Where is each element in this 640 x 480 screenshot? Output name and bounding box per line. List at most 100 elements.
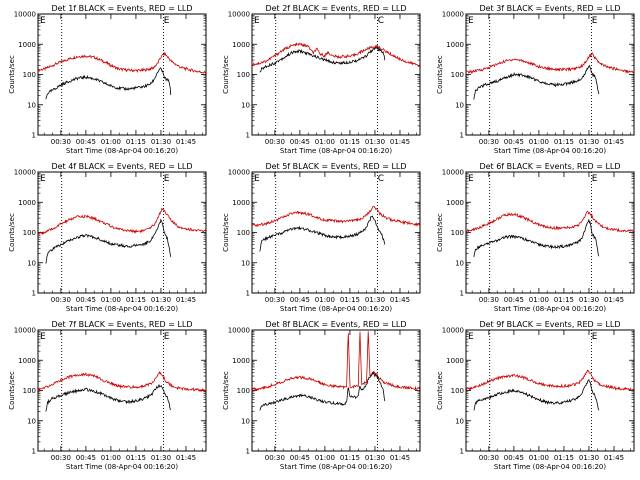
x-tick-label: 00:30 xyxy=(51,138,71,146)
plot-frame xyxy=(251,13,421,136)
y-tick-label: 10000 xyxy=(228,11,250,19)
y-axis-label: Counts/sec xyxy=(8,371,16,410)
y-tick-label: 1000 xyxy=(18,199,36,207)
x-tick-label: 01:00 xyxy=(315,138,335,146)
attenuator-marker: C xyxy=(378,174,384,184)
chart-title: Det 6f BLACK = Events, RED = LLD xyxy=(479,162,620,171)
y-axis-label: Counts/sec xyxy=(222,55,230,94)
x-axis-label: Start Time (08-Apr-04 00:16:20) xyxy=(280,463,392,471)
y-tick-label: 1000 xyxy=(18,41,36,49)
attenuator-marker: E xyxy=(468,16,474,26)
y-tick-label: 10 xyxy=(241,259,250,267)
y-tick-label: 1 xyxy=(32,290,36,298)
x-tick-label: 01:30 xyxy=(579,296,599,304)
x-tick-label: 00:45 xyxy=(504,296,524,304)
x-tick-label: 01:15 xyxy=(340,296,360,304)
y-tick-label: 1000 xyxy=(232,41,250,49)
x-axis-label: Start Time (08-Apr-04 00:16:20) xyxy=(66,463,178,471)
y-tick-label: 10000 xyxy=(442,327,464,335)
x-tick-label: 01:00 xyxy=(101,296,121,304)
x-tick-label: 00:30 xyxy=(479,138,499,146)
x-tick-label: 01:15 xyxy=(126,296,146,304)
series-events xyxy=(259,372,386,411)
series-events xyxy=(473,218,600,258)
y-tick-label: 1 xyxy=(246,290,250,298)
attenuator-marker: E xyxy=(254,16,260,26)
y-tick-label: 10000 xyxy=(14,169,36,177)
x-axis-label: Start Time (08-Apr-04 00:16:20) xyxy=(280,305,392,313)
y-tick-label: 10 xyxy=(455,101,464,109)
chart-title: Det 9f BLACK = Events, RED = LLD xyxy=(479,320,620,329)
attenuator-marker: C xyxy=(378,16,384,26)
x-tick-label: 00:45 xyxy=(290,296,310,304)
x-tick-label: 01:30 xyxy=(365,454,385,462)
plot-frame xyxy=(251,171,421,294)
attenuator-marker: E xyxy=(592,174,598,184)
y-tick-label: 10 xyxy=(241,417,250,425)
x-tick-label: 01:15 xyxy=(126,454,146,462)
x-tick-label: 01:00 xyxy=(529,296,549,304)
y-tick-label: 100 xyxy=(23,387,36,395)
y-tick-label: 1000 xyxy=(232,199,250,207)
attenuator-marker: E xyxy=(40,16,46,26)
x-tick-label: 00:30 xyxy=(479,296,499,304)
chart-title: Det 7f BLACK = Events, RED = LLD xyxy=(51,320,192,329)
x-tick-label: 01:00 xyxy=(315,454,335,462)
y-tick-label: 10 xyxy=(241,101,250,109)
x-axis-label: Start Time (08-Apr-04 00:16:20) xyxy=(494,463,606,471)
y-tick-label: 1 xyxy=(460,448,464,456)
chart-det-8f: Det 8f BLACK = Events, RED = LLD 1 10 100 10… xyxy=(222,320,421,471)
y-tick-label: 10 xyxy=(27,101,36,109)
x-tick-label: 01:45 xyxy=(176,296,196,304)
x-tick-label: 00:30 xyxy=(479,454,499,462)
chart-title: Det 4f BLACK = Events, RED = LLD xyxy=(51,162,192,171)
y-tick-label: 1 xyxy=(246,448,250,456)
series-lld xyxy=(252,205,420,228)
y-tick-label: 10000 xyxy=(442,11,464,19)
y-axis-label: Counts/sec xyxy=(436,371,444,410)
x-tick-label: 00:30 xyxy=(265,454,285,462)
plot-frame xyxy=(465,13,635,136)
chart-det-7f: Det 7f BLACK = Events, RED = LLD 1 10 100 10… xyxy=(8,320,207,471)
x-tick-label: 01:45 xyxy=(604,296,624,304)
x-tick-label: 00:30 xyxy=(51,296,71,304)
x-tick-label: 01:00 xyxy=(529,454,549,462)
series-events xyxy=(45,67,172,100)
attenuator-marker: E xyxy=(40,174,46,184)
x-tick-label: 00:45 xyxy=(76,138,96,146)
attenuator-marker: E xyxy=(40,332,46,342)
x-tick-label: 01:45 xyxy=(390,138,410,146)
chart-title: Det 1f BLACK = Events, RED = LLD xyxy=(51,4,192,13)
attenuator-marker: E xyxy=(468,174,474,184)
plot-frame xyxy=(37,329,207,452)
plot-frame xyxy=(251,329,421,452)
x-tick-label: 01:15 xyxy=(340,454,360,462)
chart-det-5f: Det 5f BLACK = Events, RED = LLD 1 10 100 10… xyxy=(222,162,421,313)
series-lld xyxy=(252,42,420,67)
series-lld xyxy=(252,331,420,391)
attenuator-marker: E xyxy=(468,332,474,342)
y-tick-label: 10000 xyxy=(228,327,250,335)
x-tick-label: 01:15 xyxy=(554,454,574,462)
x-tick-label: 00:30 xyxy=(265,296,285,304)
x-axis-label: Start Time (08-Apr-04 00:16:20) xyxy=(66,147,178,155)
x-tick-label: 01:30 xyxy=(365,138,385,146)
y-tick-label: 1000 xyxy=(446,41,464,49)
chart-det-4f: Det 4f BLACK = Events, RED = LLD 1 10 100 10… xyxy=(8,162,207,313)
chart-det-2f: Det 2f BLACK = Events, RED = LLD 1 10 100 10… xyxy=(222,4,421,155)
series-lld xyxy=(38,52,206,74)
y-tick-label: 10 xyxy=(27,259,36,267)
y-tick-label: 100 xyxy=(237,71,250,79)
x-tick-label: 01:00 xyxy=(315,296,335,304)
x-tick-label: 00:30 xyxy=(51,454,71,462)
attenuator-marker: E xyxy=(592,332,598,342)
y-tick-label: 1000 xyxy=(446,199,464,207)
x-axis-label: Start Time (08-Apr-04 00:16:20) xyxy=(66,305,178,313)
x-tick-label: 00:45 xyxy=(290,454,310,462)
attenuator-marker: E xyxy=(254,174,260,184)
y-tick-label: 100 xyxy=(237,387,250,395)
y-tick-label: 100 xyxy=(237,229,250,237)
x-tick-label: 01:30 xyxy=(579,138,599,146)
chart-title: Det 2f BLACK = Events, RED = LLD xyxy=(265,4,406,13)
x-tick-label: 01:45 xyxy=(604,454,624,462)
